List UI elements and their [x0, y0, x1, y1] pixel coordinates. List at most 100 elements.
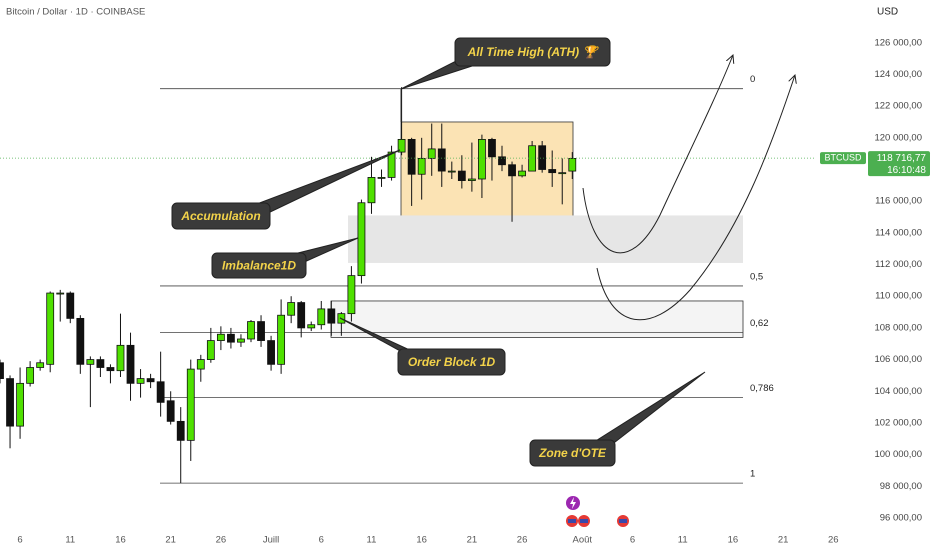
candle-body	[116, 344, 125, 372]
candle-body	[247, 321, 255, 340]
candle-body	[6, 378, 14, 427]
callout-text: All Time High (ATH) 🏆	[467, 45, 601, 59]
candle-body	[267, 340, 275, 365]
candle-body	[216, 333, 225, 341]
countdown: 16:10:48	[887, 165, 926, 176]
fib-label: 0,786	[750, 383, 774, 394]
symbol-badge	[820, 152, 866, 165]
flag-icon	[568, 519, 576, 523]
candle-body	[186, 368, 195, 441]
y-tick-label: 116 000,00	[875, 196, 922, 207]
candle-body	[558, 172, 567, 175]
currency: USD	[877, 7, 898, 18]
candle-body	[36, 362, 45, 368]
fib-label: 0,5	[750, 271, 763, 282]
callout-box	[211, 252, 307, 279]
y-tick-label: 102 000,00	[874, 417, 922, 428]
y-tick-label: 124 000,00	[874, 69, 922, 80]
y-tick-label: 110 000,00	[875, 291, 922, 302]
candle-body	[427, 148, 436, 159]
fib-label: 0	[750, 74, 755, 85]
x-tick-label: 6	[17, 535, 22, 546]
candle-body	[76, 317, 85, 365]
candle-body	[508, 164, 516, 177]
candle-body	[417, 158, 426, 175]
candle-body	[357, 202, 366, 277]
candle-body	[327, 308, 336, 324]
x-tick-label: 21	[165, 535, 176, 546]
zone	[330, 300, 744, 338]
candle-body	[518, 170, 526, 177]
candle-body	[347, 275, 356, 315]
candle-body	[237, 338, 245, 343]
y-tick-label: 108 000,00	[874, 322, 922, 333]
candle-body	[498, 156, 506, 166]
candle-body	[96, 359, 105, 368]
candle-body	[377, 177, 386, 179]
candle-body	[16, 382, 24, 427]
candle-body	[257, 321, 265, 341]
candle-body	[367, 177, 376, 204]
candle-body	[548, 169, 557, 174]
candle-body	[56, 292, 65, 295]
callout-text: Order Block 1D	[408, 355, 496, 369]
callout-tail	[592, 371, 706, 447]
candles	[0, 87, 577, 484]
x-tick-label: 26	[828, 535, 839, 546]
candle-body	[227, 333, 235, 343]
candle-body	[166, 400, 175, 422]
x-tick-label: 16	[416, 535, 427, 546]
candle-body	[0, 362, 4, 379]
zones	[330, 121, 744, 338]
candle-body	[196, 359, 205, 370]
chart-title: Bitcoin / Dollar · 1D · COINBASE	[6, 7, 145, 18]
x-tick-label: 16	[728, 535, 739, 546]
candle-body	[176, 420, 185, 441]
symbol-label: BTCUSD	[824, 153, 862, 163]
callout-box	[454, 37, 611, 67]
x-tick-label: 26	[216, 535, 227, 546]
x-tick-label: 6	[630, 535, 635, 546]
x-tick-label: Juill	[263, 535, 279, 546]
fib-levels: 0 0,5 0,62 0,786 1	[160, 74, 774, 484]
candle-body	[467, 178, 476, 181]
x-tick-label: 6	[319, 535, 324, 546]
candle-body	[146, 378, 155, 383]
y-tick-label: 122 000,00	[874, 101, 922, 112]
callout-text: Accumulation	[180, 209, 260, 223]
x-tick-label: 11	[678, 535, 688, 546]
event-icon	[570, 497, 576, 509]
candle-body	[277, 314, 286, 365]
candle-body	[407, 138, 416, 175]
candle-body	[387, 151, 396, 178]
x-tick-label: Août	[573, 535, 593, 546]
candle-body	[478, 138, 486, 180]
x-tick-label: 21	[778, 535, 789, 546]
candle-body	[568, 158, 577, 172]
candle-body	[447, 170, 456, 173]
projection-path	[582, 55, 733, 254]
candle-body	[86, 359, 95, 365]
candle-body	[317, 308, 326, 326]
callout-box	[529, 439, 616, 467]
x-tick-label: 26	[517, 535, 528, 546]
price-badge	[868, 151, 930, 177]
y-tick-label: 112 000,00	[875, 259, 922, 270]
candle-body	[297, 302, 306, 329]
candle-body	[437, 148, 446, 172]
event-icons	[566, 496, 629, 527]
candle-body	[26, 367, 35, 384]
flag-icon	[580, 519, 588, 523]
y-tick-label: 96 000,00	[880, 513, 922, 524]
x-tick-label: 11	[367, 535, 377, 546]
callout-text: Zone d'OTE	[538, 446, 607, 460]
zone	[348, 215, 743, 263]
candle-body	[206, 340, 215, 360]
candle-body	[397, 138, 406, 153]
candle-body	[457, 170, 466, 181]
flag-icon	[619, 519, 627, 523]
zone	[400, 121, 574, 221]
projection-path	[596, 75, 795, 321]
